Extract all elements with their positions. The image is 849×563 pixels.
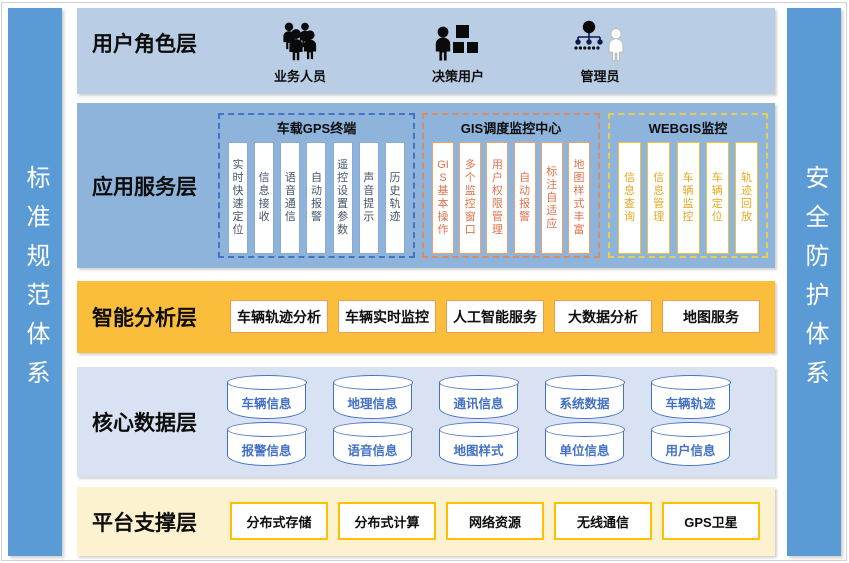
- service-item: 声音提示: [358, 142, 379, 254]
- data-store-cylinder: 地图样式: [438, 422, 519, 466]
- data-store-cylinder: 车辆轨迹: [650, 375, 731, 419]
- data-store-cylinder: 报警信息: [226, 422, 307, 466]
- layer-title-platform: 平台支撑层: [92, 511, 197, 535]
- service-item: 车辆监控: [676, 142, 700, 254]
- data-store-cylinder: 用户信息: [650, 422, 731, 466]
- layer-title-analysis: 智能分析层: [92, 307, 197, 330]
- group-title: WEBGIS监控: [648, 121, 728, 136]
- role-decision-users: 决策用户: [403, 16, 513, 85]
- service-item: GIS基本操作: [432, 142, 454, 254]
- service-item: 自动报警: [513, 142, 536, 254]
- data-store-cylinder: 地理信息: [332, 375, 413, 419]
- platform-box: 分布式计算: [338, 502, 436, 540]
- standards-system-label: 标准规范体系: [22, 165, 49, 399]
- role-business-users: 业务人员: [245, 16, 355, 85]
- standards-system-band: 标准规范体系: [8, 8, 62, 556]
- role-label: 业务人员: [273, 69, 326, 84]
- layer-title-user-roles: 用户角色层: [92, 33, 197, 56]
- service-item: 语音通信: [280, 142, 301, 254]
- business-users-icon: [245, 16, 355, 64]
- admin-icon: [545, 16, 655, 64]
- platform-box: 网络资源: [446, 502, 544, 540]
- group-items: 实时快速定位 信息接收 语音通信 自动报警 遥控设置参数 声音提示 历史轨迹: [228, 142, 405, 254]
- service-item: 遥控设置参数: [332, 142, 353, 254]
- platform-box: 无线通信: [554, 502, 652, 540]
- data-store-cylinder: 语音信息: [332, 422, 413, 466]
- service-item: 多个监控窗口: [459, 142, 482, 254]
- security-system-band: 安全防护体系: [787, 8, 841, 556]
- service-item: 轨迹回放: [735, 142, 758, 254]
- analysis-box: 车辆实时监控: [338, 300, 436, 333]
- group-items: GIS基本操作 多个监控窗口 用户权限管理 自动报警 标注自适应 地图样式丰富: [432, 142, 590, 254]
- group-title: 车载GPS终端: [276, 121, 357, 136]
- group-items: 信息查询 信息管理 车辆监控 车辆定位 轨迹回放: [618, 142, 758, 254]
- service-item: 信息查询: [618, 142, 641, 254]
- layer-user-roles: 用户角色层 业务人员 决策用户: [77, 8, 775, 94]
- data-store-cylinder: 系统数据: [544, 375, 625, 419]
- layer-platform-support: 平台支撑层 分布式存储 分布式计算 网络资源 无线通信 GPS卫星: [77, 487, 775, 556]
- decision-user-icon: [403, 16, 513, 64]
- role-label: 决策用户: [431, 69, 484, 84]
- platform-box: 分布式存储: [230, 502, 328, 540]
- layer-core-data: 核心数据层 车辆信息 地理信息 通讯信息 系统数据 车辆轨迹 报警信息 语音信息…: [77, 367, 775, 477]
- layer-title-core-data: 核心数据层: [92, 412, 197, 435]
- layer-intelligent-analysis: 智能分析层 车辆轨迹分析 车辆实时监控 人工智能服务 大数据分析 地图服务: [77, 281, 775, 353]
- service-item: 信息管理: [647, 142, 671, 254]
- service-item: 实时快速定位: [228, 142, 248, 254]
- service-item: 标注自适应: [540, 142, 563, 254]
- group-gis-dispatch-center: GIS调度监控中心 GIS基本操作 多个监控窗口 用户权限管理 自动报警 标注自…: [422, 113, 600, 258]
- group-vehicle-gps-terminal: 车载GPS终端 实时快速定位 信息接收 语音通信 自动报警 遥控设置参数 声音提…: [218, 113, 415, 258]
- group-webgis-monitor: WEBGIS监控 信息查询 信息管理 车辆监控 车辆定位 轨迹回放: [608, 113, 768, 258]
- service-item: 信息接收: [254, 142, 275, 254]
- analysis-box: 地图服务: [662, 300, 760, 333]
- service-item: 用户权限管理: [486, 142, 509, 254]
- analysis-box: 车辆轨迹分析: [230, 300, 328, 333]
- platform-box: GPS卫星: [662, 502, 760, 540]
- service-item: 车辆定位: [705, 142, 729, 254]
- analysis-box: 大数据分析: [554, 300, 652, 333]
- data-store-cylinder: 单位信息: [544, 422, 625, 466]
- role-label: 管理员: [580, 69, 620, 84]
- layer-title-app-services: 应用服务层: [92, 175, 197, 199]
- data-store-cylinder: 通讯信息: [438, 375, 519, 419]
- data-store-cylinder: 车辆信息: [226, 375, 307, 419]
- role-admin: 管理员: [545, 16, 655, 85]
- security-system-label: 安全防护体系: [801, 165, 828, 399]
- layer-app-services: 应用服务层 车载GPS终端 实时快速定位 信息接收 语音通信 自动报警 遥控设置…: [77, 103, 775, 268]
- service-item: 历史轨迹: [384, 142, 405, 254]
- service-item: 自动报警: [306, 142, 327, 254]
- group-title: GIS调度监控中心: [460, 121, 562, 136]
- analysis-box: 人工智能服务: [446, 300, 544, 333]
- service-item: 地图样式丰富: [567, 142, 590, 254]
